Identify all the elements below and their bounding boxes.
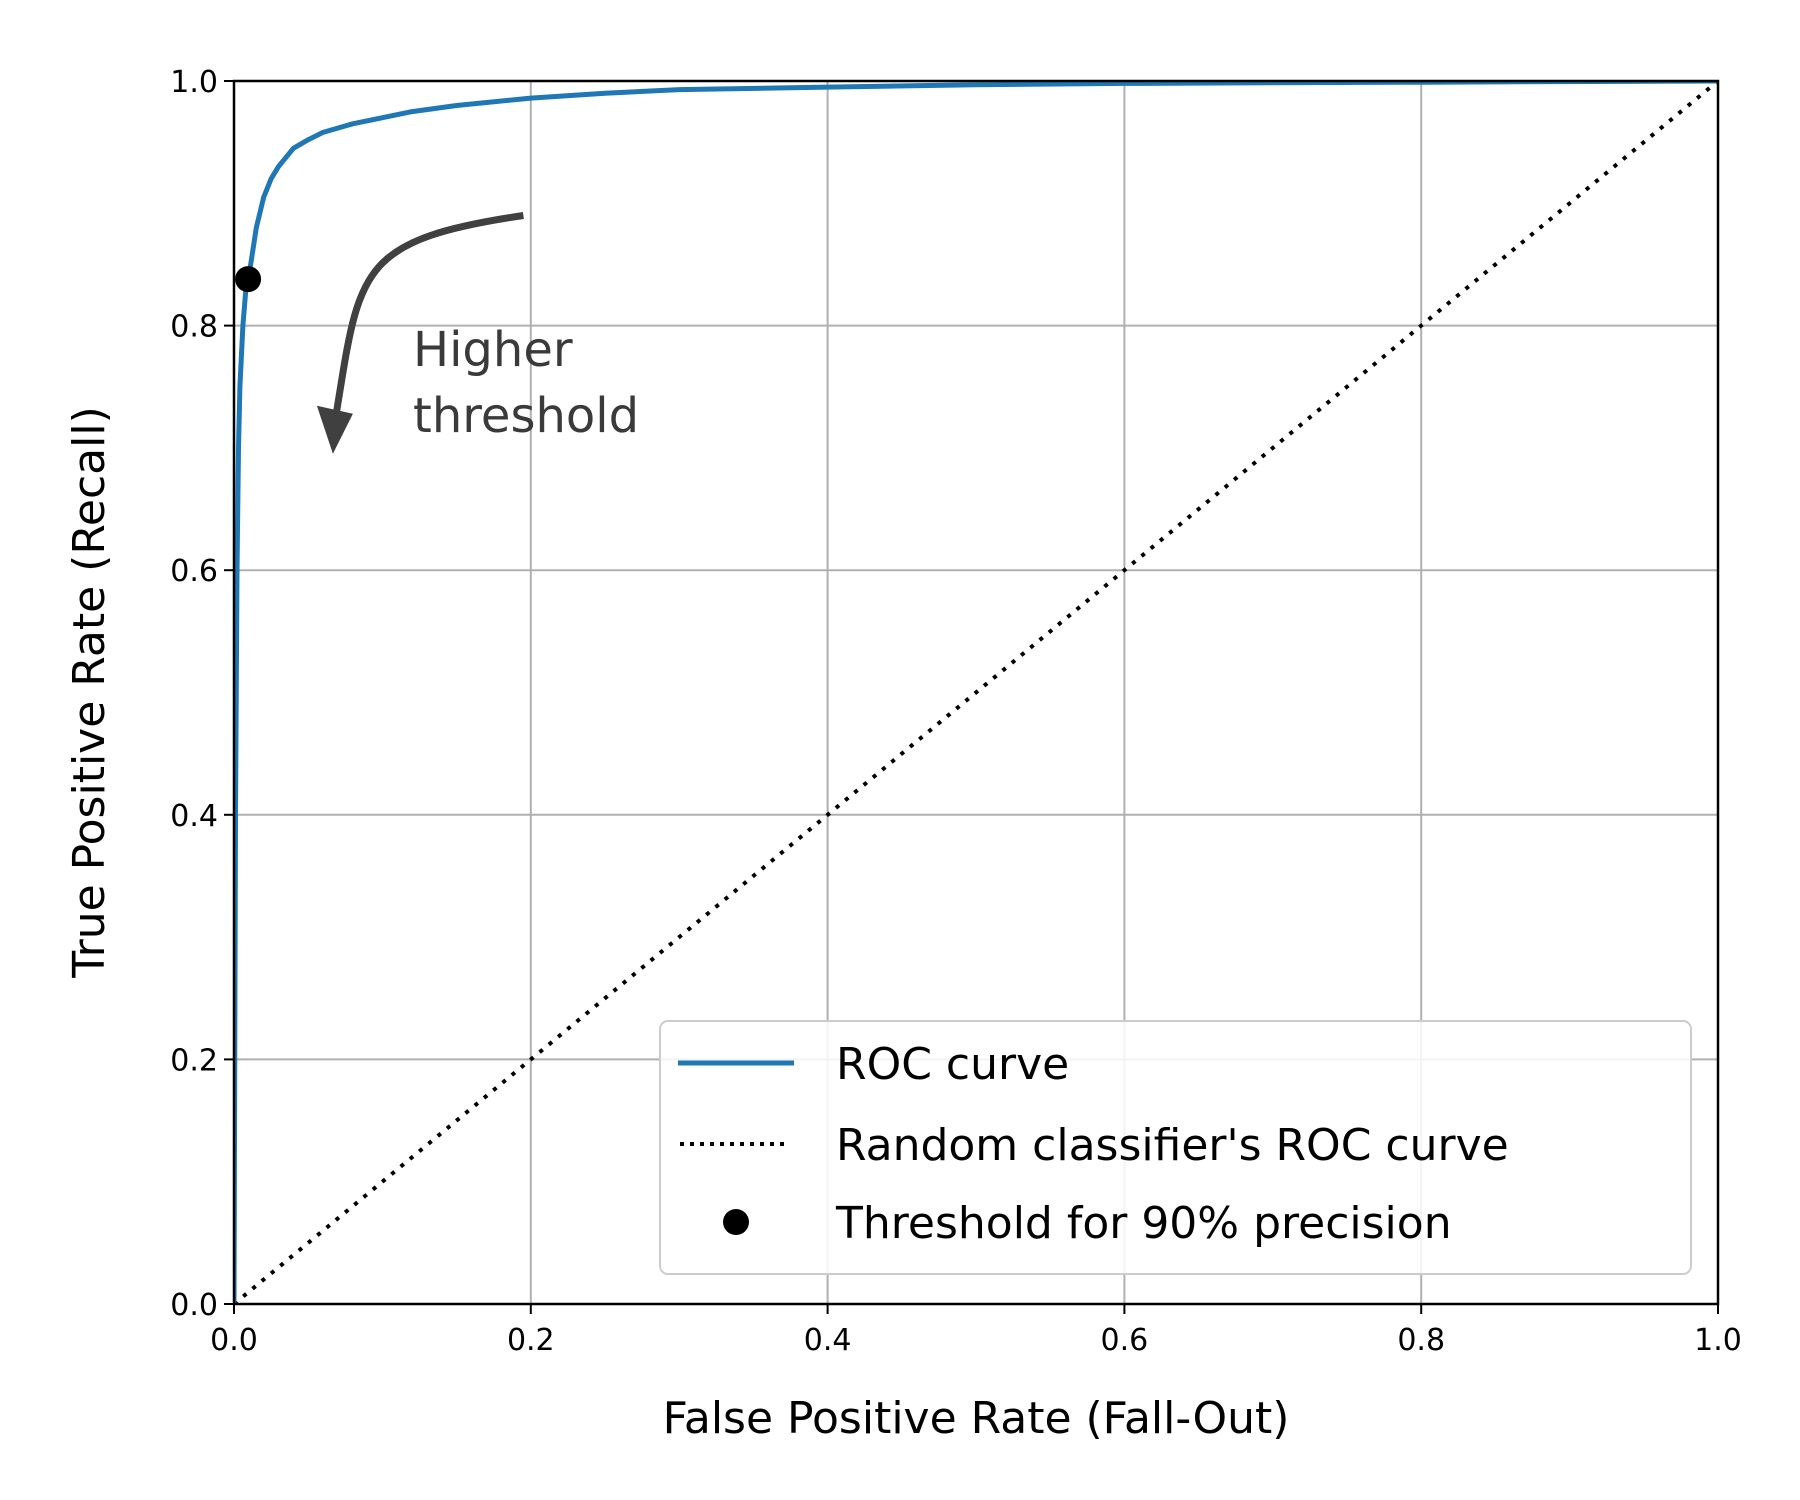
y-tick-label: 0.6 <box>170 554 218 589</box>
x-tick-label: 1.0 <box>1694 1323 1742 1358</box>
series-layer <box>234 81 1718 1304</box>
roc-curve-line <box>234 81 1718 1304</box>
y-axis-title: True Positive Rate (Recall) <box>64 406 115 979</box>
x-tick-label: 0.6 <box>1101 1323 1149 1358</box>
threshold-point <box>235 266 262 293</box>
annotation-line-1: Higher <box>413 322 573 378</box>
x-tick-label: 0.8 <box>1397 1323 1445 1358</box>
marker-layer <box>235 266 262 293</box>
annotation: Higher threshold <box>316 212 639 454</box>
plot-frame <box>232 79 1720 1306</box>
y-tick-label: 0.0 <box>170 1288 218 1323</box>
legend: ROC curve Random classifier's ROC curve … <box>659 1020 1692 1275</box>
annotation-arrowhead <box>316 405 353 454</box>
x-tick-label: 0.4 <box>804 1323 852 1358</box>
x-axis-title: False Positive Rate (Fall-Out) <box>663 1393 1290 1444</box>
y-tick-label: 1.0 <box>170 65 218 100</box>
y-tick-label: 0.2 <box>170 1043 218 1078</box>
y-tick-label: 0.8 <box>170 310 218 345</box>
legend-roc-label: ROC curve <box>836 1039 1069 1090</box>
y-tick-label: 0.4 <box>170 799 218 834</box>
random-classifier-line <box>234 81 1718 1304</box>
legend-threshold-marker <box>723 1209 749 1235</box>
annotation-arrow <box>331 212 524 423</box>
legend-random-label: Random classifier's ROC curve <box>836 1120 1509 1171</box>
ticks: 0.0 0.2 0.4 0.6 0.8 1.0 0.0 0.2 0.4 0.6 0.8 1.0 <box>170 65 1742 1358</box>
legend-box <box>659 1020 1692 1275</box>
x-tick-label: 0.0 <box>210 1323 258 1358</box>
annotation-line-2: threshold <box>413 388 639 444</box>
legend-threshold-label: Threshold for 90% precision <box>835 1198 1452 1249</box>
x-tick-label: 0.2 <box>507 1323 555 1358</box>
